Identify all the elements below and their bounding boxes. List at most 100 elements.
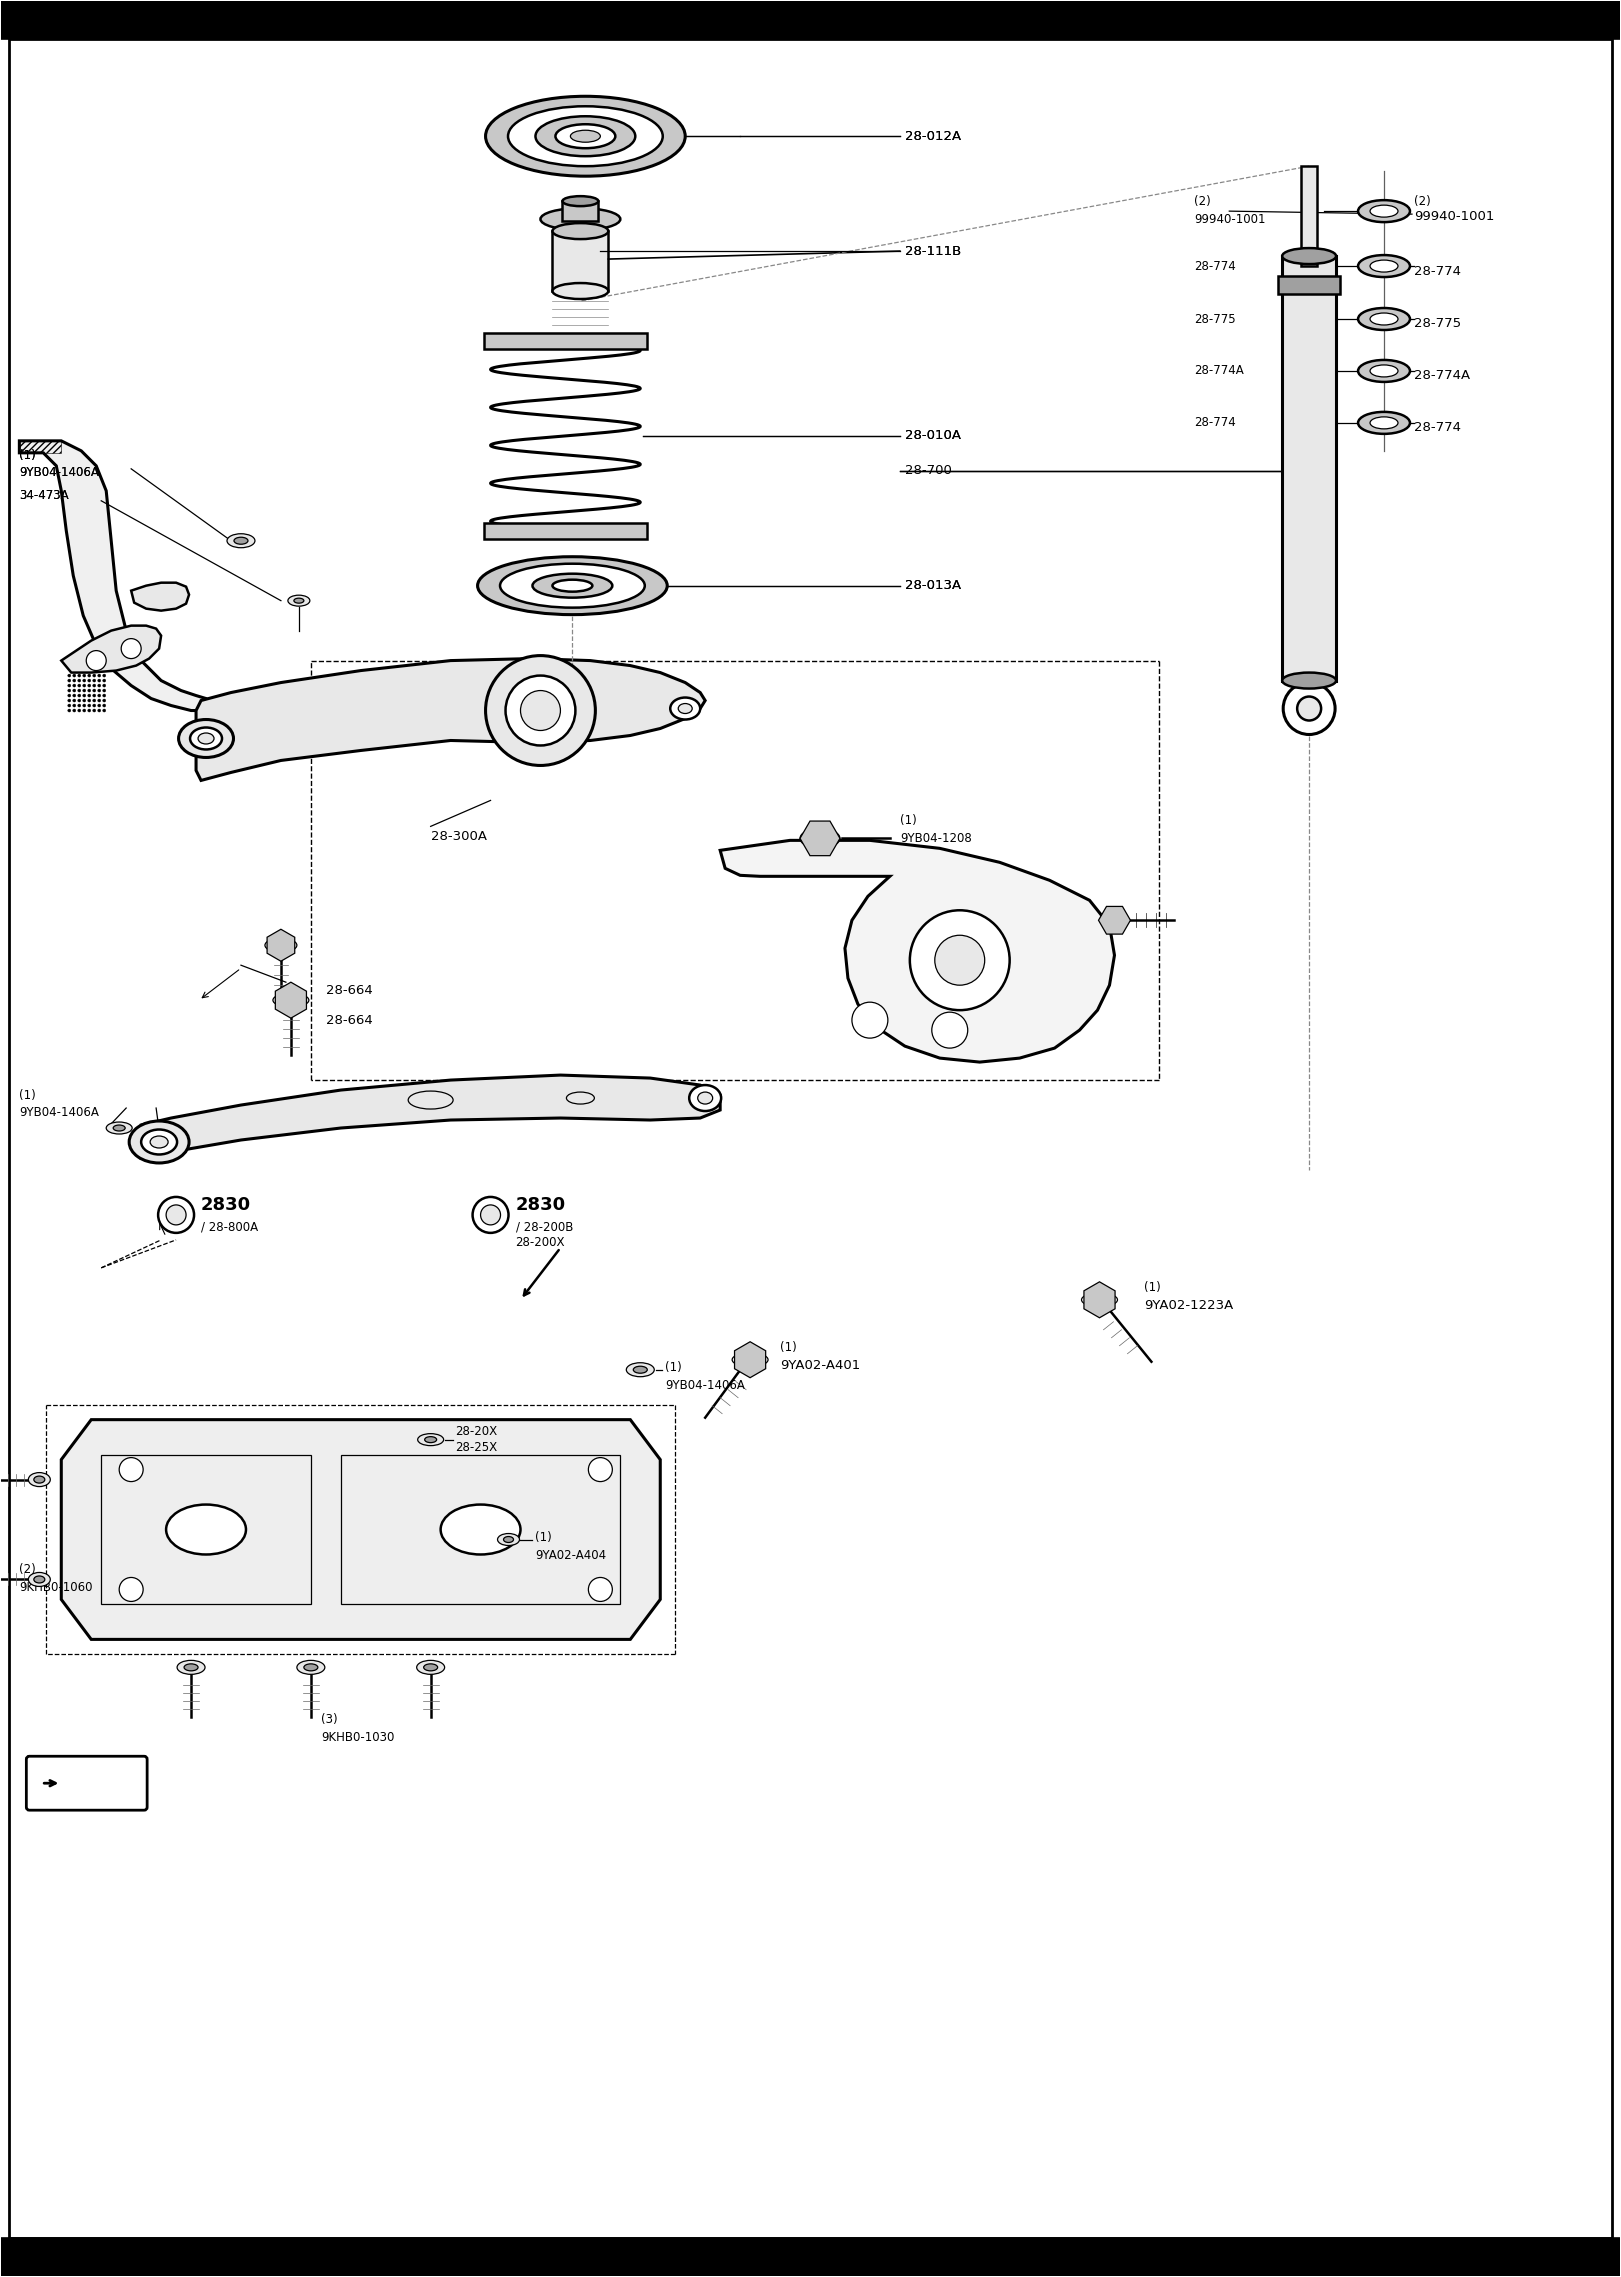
Bar: [2, 2238, 1619, 2275]
Text: 9YB04-1406A: 9YB04-1406A: [19, 1107, 99, 1118]
Ellipse shape: [1370, 312, 1397, 326]
Circle shape: [88, 679, 91, 683]
Ellipse shape: [233, 537, 248, 544]
Text: 34-473A: 34-473A: [19, 490, 70, 503]
Ellipse shape: [1282, 672, 1336, 688]
Circle shape: [92, 679, 96, 683]
Text: (1): (1): [1144, 1282, 1161, 1293]
Text: 28-774: 28-774: [1414, 264, 1461, 278]
Ellipse shape: [1358, 360, 1410, 383]
Bar: [1282, 255, 1336, 681]
Bar: [562, 200, 598, 221]
Bar: [553, 230, 608, 291]
Ellipse shape: [504, 1537, 514, 1542]
Ellipse shape: [634, 1366, 647, 1373]
Ellipse shape: [28, 1573, 50, 1587]
Circle shape: [97, 674, 101, 676]
Text: 28-012A: 28-012A: [905, 130, 961, 143]
Text: 28-774: 28-774: [1414, 421, 1461, 435]
Circle shape: [68, 699, 71, 701]
Text: (2): (2): [1195, 194, 1211, 207]
Ellipse shape: [535, 116, 635, 157]
Text: 99940-1001: 99940-1001: [1414, 209, 1495, 223]
Circle shape: [78, 679, 81, 683]
Text: 28-664: 28-664: [326, 1013, 373, 1027]
Text: (3): (3): [321, 1712, 337, 1726]
Text: REAR SUSPENSION MECHANISMS: REAR SUSPENSION MECHANISMS: [629, 5, 990, 23]
Ellipse shape: [553, 223, 608, 239]
Circle shape: [92, 690, 96, 692]
Ellipse shape: [1370, 417, 1397, 428]
Ellipse shape: [441, 1505, 520, 1555]
Circle shape: [480, 1205, 501, 1225]
Text: 28-012A: 28-012A: [905, 130, 961, 143]
Circle shape: [78, 690, 81, 692]
Text: (2): (2): [19, 1562, 36, 1576]
Ellipse shape: [697, 1093, 713, 1104]
Text: (1): (1): [19, 449, 36, 462]
Circle shape: [73, 704, 76, 708]
Circle shape: [97, 683, 101, 688]
Polygon shape: [62, 1419, 660, 1639]
Circle shape: [88, 699, 91, 701]
Ellipse shape: [1358, 200, 1410, 223]
Ellipse shape: [297, 1660, 324, 1674]
Circle shape: [68, 674, 71, 676]
Ellipse shape: [556, 125, 616, 148]
Circle shape: [78, 683, 81, 688]
Text: 9YA02-A401: 9YA02-A401: [780, 1359, 861, 1373]
Circle shape: [88, 690, 91, 692]
Circle shape: [588, 1578, 613, 1601]
Polygon shape: [720, 840, 1115, 1061]
Circle shape: [86, 651, 107, 669]
Text: (1): (1): [19, 1088, 36, 1102]
Ellipse shape: [34, 1576, 45, 1583]
Ellipse shape: [272, 993, 310, 1006]
Ellipse shape: [113, 1125, 125, 1132]
Ellipse shape: [28, 1473, 50, 1487]
Circle shape: [92, 708, 96, 713]
Text: 28-775: 28-775: [1195, 312, 1235, 326]
Circle shape: [68, 690, 71, 692]
Text: 9YB04-1406A: 9YB04-1406A: [665, 1380, 746, 1391]
Circle shape: [97, 708, 101, 713]
Bar: [2, 2, 1619, 39]
Ellipse shape: [1358, 412, 1410, 435]
Circle shape: [92, 674, 96, 676]
Circle shape: [83, 674, 86, 676]
Text: 9YA02-1223A: 9YA02-1223A: [1144, 1300, 1234, 1312]
Ellipse shape: [532, 574, 613, 597]
Ellipse shape: [1370, 260, 1397, 271]
Circle shape: [102, 694, 105, 697]
Ellipse shape: [678, 704, 692, 713]
Circle shape: [122, 638, 141, 658]
Text: 28-700: 28-700: [905, 465, 952, 478]
Ellipse shape: [553, 282, 608, 298]
Bar: [483, 524, 647, 540]
Ellipse shape: [190, 729, 222, 749]
Ellipse shape: [34, 1475, 45, 1482]
Ellipse shape: [1370, 205, 1397, 216]
Ellipse shape: [669, 697, 700, 720]
Circle shape: [83, 699, 86, 701]
Ellipse shape: [107, 1123, 133, 1134]
Circle shape: [486, 656, 595, 765]
Circle shape: [73, 674, 76, 676]
Circle shape: [83, 683, 86, 688]
Ellipse shape: [499, 565, 645, 608]
Ellipse shape: [1358, 255, 1410, 278]
Text: 34-473A: 34-473A: [19, 490, 70, 503]
Text: 99940-1001: 99940-1001: [1195, 212, 1266, 225]
Circle shape: [473, 1198, 509, 1232]
Circle shape: [73, 699, 76, 701]
Ellipse shape: [185, 1664, 198, 1671]
Ellipse shape: [562, 196, 598, 207]
Circle shape: [159, 1198, 195, 1232]
Circle shape: [73, 694, 76, 697]
Text: (1): (1): [665, 1362, 682, 1375]
Text: (1): (1): [900, 813, 916, 827]
Ellipse shape: [507, 107, 663, 166]
Text: 2830: 2830: [201, 1195, 251, 1214]
Circle shape: [78, 674, 81, 676]
Ellipse shape: [165, 1505, 246, 1555]
